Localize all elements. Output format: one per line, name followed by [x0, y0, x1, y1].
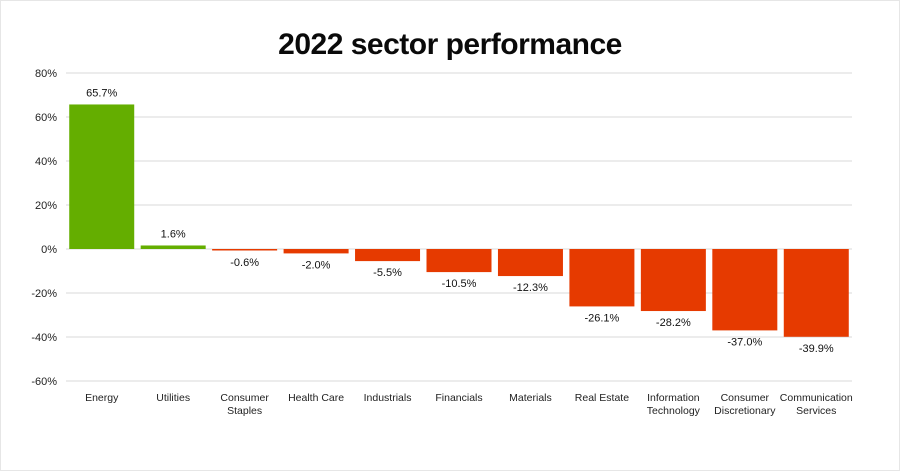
category-label: Communication Services [780, 392, 853, 417]
bar [140, 245, 206, 249]
bar [355, 249, 421, 262]
bar [283, 249, 349, 254]
data-label: 1.6% [161, 228, 186, 240]
bar [212, 249, 278, 251]
data-label: -26.1% [584, 312, 619, 324]
y-tick-label: 0% [41, 244, 57, 256]
category-label: Real Estate [575, 392, 629, 404]
y-tick-label: -40% [31, 332, 57, 344]
bar [426, 249, 492, 273]
bar [783, 249, 849, 337]
chart-title: 2022 sector performance [278, 28, 622, 61]
category-label: Information Technology [647, 392, 701, 417]
category-label: Financials [435, 392, 482, 404]
y-tick-label: 60% [35, 112, 57, 124]
category-label: Energy [85, 392, 119, 404]
bar [569, 249, 635, 307]
data-label: -5.5% [373, 267, 402, 279]
y-tick-label: 40% [35, 156, 57, 168]
category-label: Consumer Discretionary [714, 392, 776, 417]
data-label: -10.5% [442, 278, 477, 290]
category-label: Materials [509, 392, 552, 404]
category-label: Utilities [156, 392, 190, 404]
bar [712, 249, 778, 331]
y-tick-label: -60% [31, 376, 57, 388]
data-label: -12.3% [513, 282, 548, 294]
bar [69, 104, 135, 250]
category-label: Industrials [364, 392, 412, 404]
data-label: -2.0% [302, 259, 331, 271]
y-tick-label: -20% [31, 288, 57, 300]
data-label: 65.7% [86, 87, 117, 99]
category-label: Consumer Staples [220, 392, 269, 417]
data-label: -37.0% [727, 336, 762, 348]
bar [497, 249, 563, 277]
y-tick-label: 20% [35, 200, 57, 212]
category-label: Health Care [288, 392, 344, 404]
data-label: -39.9% [799, 343, 834, 355]
bar [640, 249, 706, 312]
y-tick-label: 80% [35, 68, 57, 80]
data-label: -28.2% [656, 317, 691, 329]
data-label: -0.6% [230, 257, 259, 269]
